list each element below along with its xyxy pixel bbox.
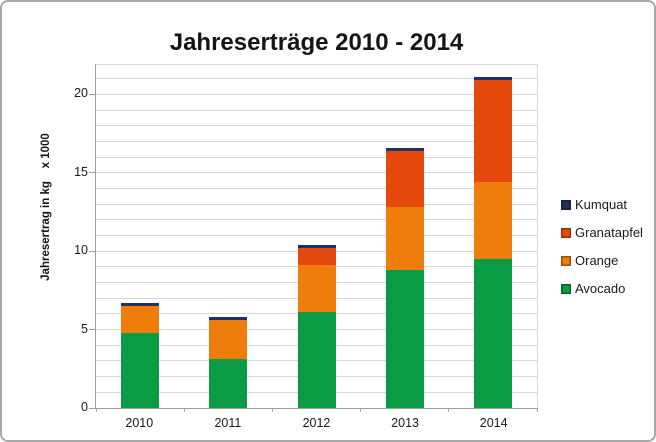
bar-2013-kumquat	[385, 147, 424, 151]
bar-2011-orange	[209, 320, 248, 360]
x-label-2013: 2013	[391, 416, 419, 430]
legend-item-granatapfel: Granatapfel	[561, 224, 643, 241]
x-label-2012: 2012	[302, 416, 331, 430]
y-tick-label-5: 5	[81, 321, 88, 336]
y-tick-label-15: 15	[74, 164, 88, 179]
bar-2012-avocado	[297, 312, 336, 408]
y-tick-label-0: 0	[81, 400, 88, 414]
y-tick-5	[89, 329, 96, 331]
y-tick-label-20: 20	[74, 86, 88, 101]
y-axis-label: Jahresertrag in kg x 1000	[40, 133, 52, 281]
bar-2012-granatapfel	[297, 248, 336, 266]
y-tick-10	[89, 250, 96, 252]
bar-2010-orange	[121, 306, 160, 333]
legend-item-orange: Orange	[561, 252, 643, 269]
y-tick-0	[89, 407, 96, 409]
legend-swatch-orange-icon	[561, 255, 571, 266]
chart-title: Jahreserträge 2010 - 2014	[169, 29, 464, 56]
x-axis-tick-labels: 2010 2011 2012 2013 2014	[95, 416, 538, 430]
bar-2012-kumquat	[297, 244, 336, 249]
y-tick-label-10: 10	[74, 243, 88, 258]
bar-2014-granatapfel	[473, 80, 512, 183]
gridline-y-16	[96, 156, 537, 158]
y-axis-tick-labels: 0 5 10 15 20	[59, 64, 88, 414]
legend-label-granatapfel: Granatapfel	[575, 225, 643, 240]
gridline-y-19	[96, 109, 537, 111]
x-tick-3	[360, 408, 362, 412]
x-label-2010: 2010	[125, 416, 154, 430]
bar-2011-kumquat	[209, 317, 248, 321]
gridline-y-13	[96, 203, 537, 205]
gridline-y-17	[96, 140, 537, 142]
legend-item-avocado: Avocado	[561, 280, 643, 297]
bar-2013-granatapfel	[385, 150, 424, 208]
gridline-y-20	[96, 93, 537, 95]
legend-label-kumquat: Kumquat	[575, 197, 628, 212]
gridline-y-21	[96, 78, 537, 80]
x-label-2011: 2011	[214, 416, 242, 430]
gridline-y-15	[96, 172, 537, 174]
bar-2014-kumquat	[473, 77, 512, 81]
x-tick-0	[95, 408, 97, 412]
legend-label-avocado: Avocado	[575, 281, 626, 296]
legend-swatch-kumquat-icon	[561, 199, 571, 210]
gridline-y-11	[96, 235, 537, 236]
x-label-2014: 2014	[479, 416, 508, 430]
y-tick-15	[89, 172, 96, 174]
legend-item-kumquat: Kumquat	[561, 196, 643, 213]
legend: Kumquat Granatapfel Orange Avocado	[561, 196, 643, 308]
bar-2013-orange	[385, 207, 424, 270]
x-tick-1	[183, 408, 185, 412]
bar-2010-avocado	[121, 332, 160, 408]
x-tick-5	[536, 408, 538, 412]
gridline-y-12	[96, 219, 537, 221]
y-tick-20	[89, 93, 96, 95]
x-tick-4	[448, 408, 450, 412]
gridline-y-18	[96, 125, 537, 127]
bar-2013-avocado	[385, 270, 424, 408]
x-tick-2	[271, 408, 273, 412]
plot-area	[89, 64, 538, 412]
bar-2014-orange	[473, 182, 512, 260]
bar-2012-orange	[297, 265, 336, 313]
bar-2014-avocado	[473, 259, 512, 408]
legend-swatch-avocado-icon	[561, 283, 571, 294]
bar-2011-avocado	[209, 359, 248, 408]
gridline-y-14	[96, 187, 537, 189]
bar-2010-kumquat	[121, 302, 160, 307]
legend-label-orange: Orange	[575, 253, 619, 268]
legend-swatch-granatapfel-icon	[561, 227, 571, 238]
